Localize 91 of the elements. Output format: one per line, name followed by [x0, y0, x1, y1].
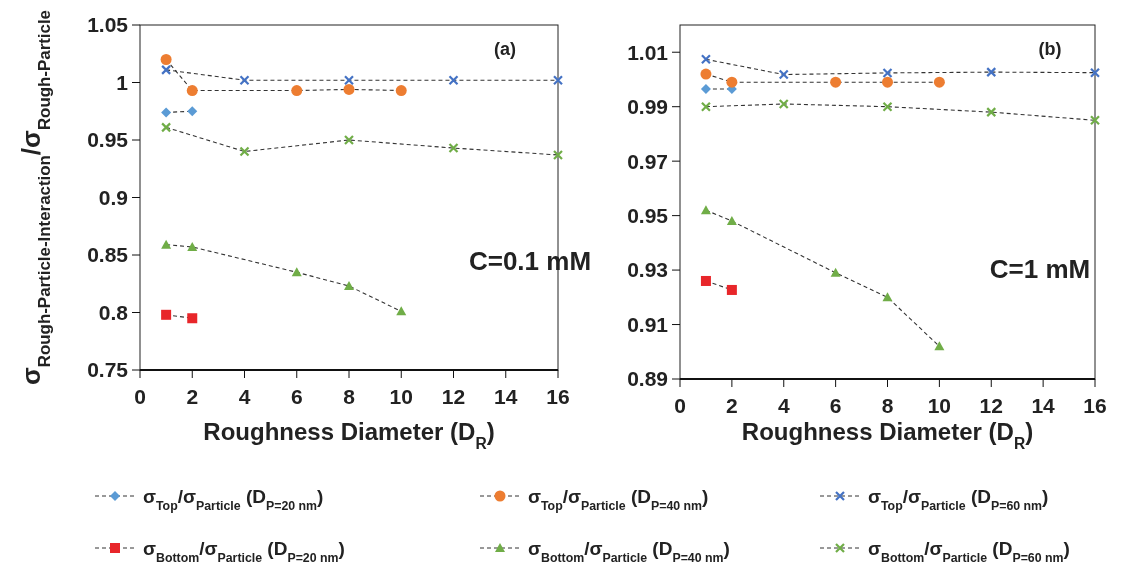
x-tick-label: 12	[441, 385, 466, 408]
point	[1089, 67, 1101, 78]
y-tick-label: 1	[116, 70, 129, 94]
point	[726, 284, 737, 295]
point	[161, 122, 172, 133]
y-tick-label: 0.89	[627, 367, 668, 391]
point	[343, 134, 355, 146]
point	[291, 85, 303, 97]
y-tick-label: 0.97	[627, 149, 668, 173]
x-tick-label: 14	[494, 385, 518, 408]
y-tick-label: 0.93	[627, 258, 668, 282]
x-tick-label: 16	[546, 385, 570, 408]
point	[161, 64, 172, 75]
point	[700, 68, 712, 80]
y-tick-label: 1.01	[627, 40, 669, 64]
x-tick-label: 0	[674, 394, 686, 417]
point	[187, 313, 198, 324]
point	[448, 142, 459, 154]
x-tick-label: 8	[881, 394, 894, 417]
x-tick-label: 6	[829, 394, 842, 417]
y-tick-label: 0.99	[627, 95, 668, 119]
legend-label: σ$_{Bottom}$/σ$_{Particle}$ (D$_{P=20 nm}$)	[143, 538, 345, 565]
point	[1089, 115, 1101, 126]
annotation: C=1 mM	[989, 254, 1091, 284]
x-tick-label: 16	[1083, 394, 1107, 417]
y-tick-label: 0.91	[627, 312, 669, 336]
annotation: (b)	[1038, 39, 1062, 59]
point	[343, 75, 355, 86]
point	[700, 101, 712, 112]
point	[395, 85, 407, 97]
y-tick-label: 0.8	[98, 300, 129, 324]
point	[187, 241, 198, 251]
point	[239, 75, 250, 86]
x-tick-label: 2	[186, 385, 199, 408]
point	[161, 309, 172, 320]
point	[986, 67, 997, 78]
point	[986, 107, 997, 118]
y-tick-label: 1.05	[87, 13, 129, 37]
point	[700, 205, 711, 215]
annotation: C=0.1 mM	[468, 246, 592, 276]
point	[726, 216, 737, 226]
x-tick-label: 12	[979, 394, 1003, 417]
point	[830, 76, 842, 88]
y-tick-label: 0.85	[87, 243, 129, 267]
x-tick-label: 10	[927, 394, 952, 417]
point	[161, 239, 172, 249]
legend-label: σ$_{Top}$/σ$_{Particle}$ (D$_{P=20 nm}$)	[143, 486, 324, 513]
point	[933, 76, 945, 88]
point	[882, 292, 893, 302]
point	[700, 54, 712, 65]
legend-label: σ$_{Top}$/σ$_{Particle}$ (D$_{P=60 nm}$)	[868, 486, 1049, 513]
point	[700, 275, 711, 286]
x-tick-label: 2	[726, 394, 738, 417]
point	[396, 306, 407, 316]
x-tick-label: 6	[290, 385, 303, 408]
x-tick-label: 0	[134, 385, 146, 408]
y-tick-label: 0.75	[87, 358, 129, 382]
point	[830, 267, 841, 277]
legend-label: σ$_{Bottom}$/σ$_{Particle}$ (D$_{P=40 nm}$)	[528, 538, 730, 565]
point	[778, 69, 789, 80]
point	[291, 267, 302, 277]
point	[882, 67, 893, 79]
y-tick-label: 0.95	[627, 203, 669, 227]
point	[448, 75, 459, 86]
annotation: (a)	[494, 39, 516, 59]
point	[344, 281, 354, 291]
x-tick-label: 4	[238, 385, 251, 408]
point	[882, 101, 893, 112]
x-tick-label: 14	[1031, 394, 1056, 417]
x-tick-label: 4	[777, 394, 790, 417]
x-axis-title: Roughness Diameter (D$_{R}$)	[741, 418, 1034, 452]
x-tick-label: 8	[343, 385, 356, 408]
point	[882, 76, 893, 88]
point	[934, 341, 945, 351]
point	[552, 149, 564, 161]
point	[239, 146, 250, 157]
point	[161, 107, 172, 118]
legend-label: σ$_{Top}$/σ$_{Particle}$ (D$_{P=40 nm}$)	[528, 486, 709, 513]
x-tick-label: 10	[389, 385, 413, 408]
point	[700, 83, 711, 94]
point	[778, 98, 789, 110]
y-tick-label: 0.9	[98, 185, 128, 209]
point	[552, 75, 564, 86]
point	[343, 83, 355, 95]
point	[160, 54, 172, 65]
point	[726, 76, 738, 88]
point	[186, 85, 198, 97]
legend-label: σ$_{Bottom}$/σ$_{Particle}$ (D$_{P=60 nm}$)	[868, 538, 1070, 565]
point	[187, 106, 198, 117]
y-tick-label: 0.95	[87, 128, 129, 152]
x-axis-title: Roughness Diameter (D$_{R}$)	[203, 418, 495, 452]
